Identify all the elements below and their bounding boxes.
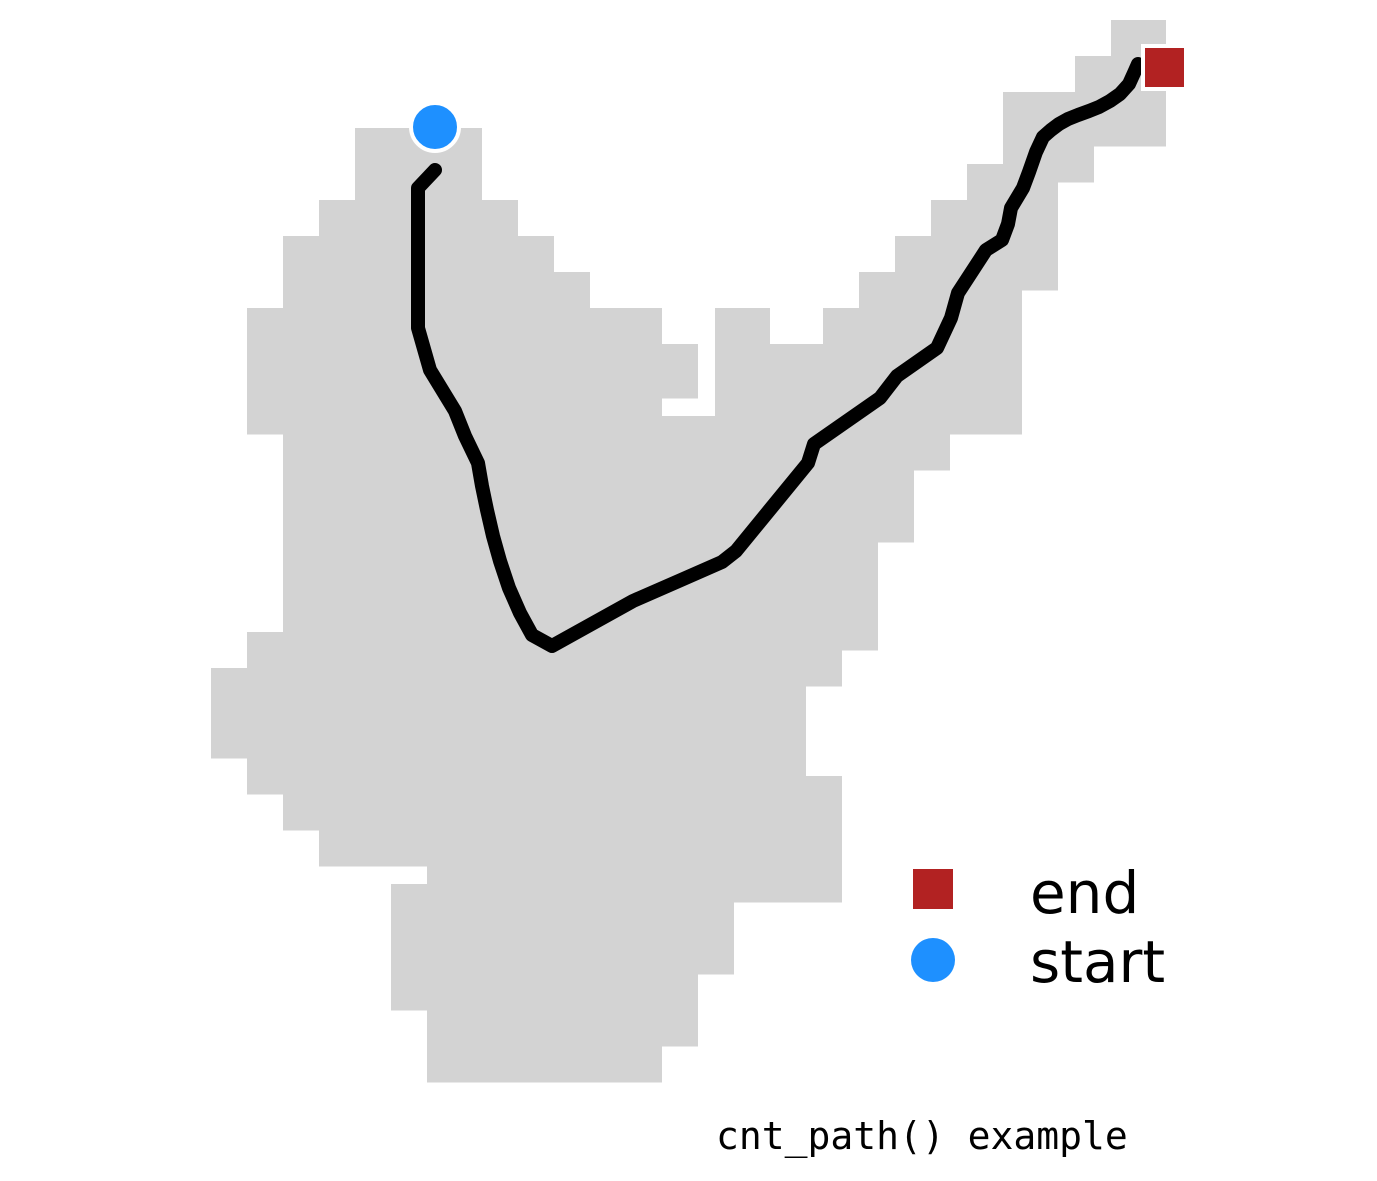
region-cell bbox=[247, 650, 842, 669]
region-cell bbox=[355, 164, 482, 183]
legend-end-key bbox=[913, 869, 953, 909]
region-cell bbox=[211, 686, 806, 759]
region-cell bbox=[715, 308, 770, 345]
legend-end-label: end bbox=[1030, 859, 1139, 927]
region-cell bbox=[283, 434, 950, 471]
region-cell bbox=[823, 308, 1022, 345]
region-cell bbox=[247, 308, 662, 345]
region-cell bbox=[283, 272, 590, 291]
end-marker bbox=[1141, 44, 1188, 91]
region-cell bbox=[247, 758, 806, 777]
region-cell bbox=[247, 776, 842, 795]
region-cell bbox=[391, 974, 698, 1011]
start-marker bbox=[409, 101, 461, 153]
region-cell bbox=[859, 290, 1022, 309]
region-cell bbox=[283, 290, 590, 309]
region-cell bbox=[247, 416, 1022, 435]
region-cell bbox=[319, 830, 842, 867]
region-cell bbox=[355, 146, 482, 165]
shortest-path-line bbox=[411, 57, 1145, 653]
region-cell bbox=[211, 668, 842, 687]
region-cell bbox=[427, 1046, 662, 1083]
legend: end start bbox=[911, 859, 1165, 996]
region-cell bbox=[427, 866, 842, 885]
region-cell bbox=[1003, 128, 1166, 147]
region-cell bbox=[715, 344, 1022, 399]
legend-start-label: start bbox=[1030, 928, 1165, 996]
caption: cnt_path() example bbox=[716, 1114, 1128, 1159]
region-cell bbox=[283, 794, 842, 831]
region-cell bbox=[967, 182, 1058, 201]
region-cell bbox=[247, 344, 698, 399]
region-cell bbox=[391, 902, 734, 975]
region-cell bbox=[1003, 146, 1094, 165]
region-cell bbox=[427, 1010, 698, 1047]
region-cell bbox=[283, 542, 878, 633]
legend-start-key bbox=[911, 938, 955, 982]
territory-region bbox=[211, 20, 1166, 1083]
region-cell bbox=[931, 200, 1058, 237]
region-cell bbox=[283, 470, 914, 543]
region-cell bbox=[391, 884, 842, 903]
